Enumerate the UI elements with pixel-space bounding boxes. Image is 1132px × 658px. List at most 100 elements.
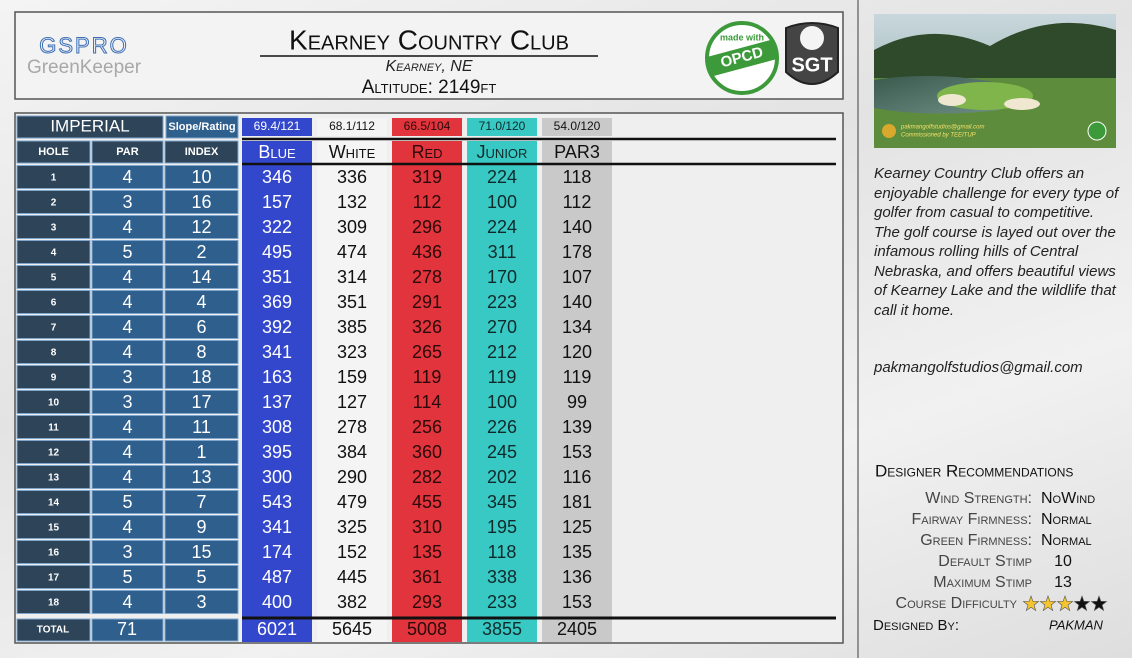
cell bbox=[164, 490, 239, 514]
rec-value: Normal bbox=[1041, 532, 1092, 549]
yardage: 474 bbox=[337, 242, 367, 262]
yardage: 361 bbox=[412, 567, 442, 587]
yardage: 265 bbox=[412, 342, 442, 362]
cell-value: 4 bbox=[122, 592, 132, 612]
opcd-badge-top: made with bbox=[720, 32, 764, 42]
cell bbox=[16, 540, 91, 564]
yardage: 174 bbox=[262, 542, 292, 562]
cell bbox=[16, 190, 91, 214]
header-cell bbox=[165, 115, 239, 139]
yardage: 114 bbox=[413, 392, 442, 412]
cell bbox=[16, 315, 91, 339]
tee-name: Blue bbox=[258, 142, 296, 162]
cell-value: 6 bbox=[196, 317, 206, 337]
cell-value: 2 bbox=[196, 242, 206, 262]
cell bbox=[16, 490, 91, 514]
yardage: 369 bbox=[262, 292, 292, 312]
yardage: 134 bbox=[562, 317, 592, 337]
hole-number: 14 bbox=[48, 498, 60, 509]
hole-number: 12 bbox=[48, 448, 60, 459]
yardage: 224 bbox=[487, 217, 517, 237]
yardage: 323 bbox=[337, 342, 367, 362]
tee-rating: 54.0/120 bbox=[554, 119, 601, 133]
cell bbox=[164, 540, 239, 564]
photo-caption: pakmangolfstudios@gmail.com bbox=[900, 125, 984, 131]
tee-column bbox=[242, 141, 312, 642]
yardage: 351 bbox=[262, 267, 292, 287]
cell bbox=[164, 240, 239, 264]
cell bbox=[16, 390, 91, 414]
cell-value: 18 bbox=[191, 367, 211, 387]
yardage: 270 bbox=[487, 317, 517, 337]
difficulty-star bbox=[1056, 595, 1074, 612]
cell bbox=[91, 215, 164, 239]
cell bbox=[16, 415, 91, 439]
yardage: 107 bbox=[562, 267, 592, 287]
location: Kearney, NE bbox=[385, 58, 472, 75]
tee-total: 6021 bbox=[257, 619, 297, 639]
cell bbox=[164, 515, 239, 539]
yardage: 127 bbox=[337, 392, 367, 412]
cell bbox=[16, 618, 91, 642]
yardage: 139 bbox=[562, 417, 592, 437]
hole-number: 9 bbox=[51, 373, 57, 384]
cell-value: 4 bbox=[122, 467, 132, 487]
hole-number: 4 bbox=[51, 248, 57, 259]
cell bbox=[16, 465, 91, 489]
cell-value: 8 bbox=[196, 342, 206, 362]
yardage: 223 bbox=[487, 292, 517, 312]
sgt-badge bbox=[785, 22, 839, 85]
cell bbox=[16, 290, 91, 314]
rec-label: Maximum Stimp bbox=[933, 574, 1032, 591]
yardage: 112 bbox=[413, 192, 442, 212]
cell bbox=[164, 215, 239, 239]
yardage: 290 bbox=[337, 467, 367, 487]
cell-value: 11 bbox=[192, 417, 211, 437]
cell bbox=[164, 290, 239, 314]
cell bbox=[91, 515, 164, 539]
yardage: 336 bbox=[337, 167, 367, 187]
tee-total: 3855 bbox=[482, 619, 522, 639]
designer-label: Designed By: bbox=[873, 617, 959, 634]
yardage: 278 bbox=[412, 267, 442, 287]
yardage: 157 bbox=[262, 192, 292, 212]
yardage: 233 bbox=[487, 592, 517, 612]
yardage: 140 bbox=[562, 217, 592, 237]
yardage: 293 bbox=[412, 592, 442, 612]
cell bbox=[91, 340, 164, 364]
cell bbox=[164, 590, 239, 614]
column-header: PAR bbox=[116, 146, 138, 158]
yardage: 319 bbox=[412, 167, 442, 187]
rec-value: 13 bbox=[1054, 574, 1072, 591]
cell bbox=[164, 618, 239, 642]
yardage: 152 bbox=[337, 542, 367, 562]
yardage: 99 bbox=[567, 392, 587, 412]
yardage: 159 bbox=[337, 367, 367, 387]
cell-value: 13 bbox=[191, 467, 211, 487]
cell bbox=[91, 415, 164, 439]
unit-label: IMPERIAL bbox=[50, 116, 129, 135]
cell bbox=[91, 315, 164, 339]
cell bbox=[91, 618, 164, 642]
cell-value: 4 bbox=[122, 267, 132, 287]
slope-label: Slope/Rating bbox=[168, 121, 235, 133]
yardage: 311 bbox=[488, 242, 517, 262]
cell bbox=[16, 340, 91, 364]
yardage: 245 bbox=[487, 442, 517, 462]
tee-column bbox=[542, 141, 612, 642]
difficulty-star bbox=[1022, 595, 1040, 612]
hole-number: 1 bbox=[51, 173, 57, 184]
yardage: 224 bbox=[487, 167, 517, 187]
cell-value: 15 bbox=[191, 542, 211, 562]
cell-value: 4 bbox=[122, 217, 132, 237]
cell bbox=[91, 440, 164, 464]
tee-total: 5008 bbox=[407, 619, 447, 639]
cell bbox=[164, 465, 239, 489]
yardage: 296 bbox=[412, 217, 442, 237]
cell bbox=[91, 490, 164, 514]
yardage: 445 bbox=[337, 567, 367, 587]
rating-box bbox=[317, 118, 387, 136]
tee-rating: 69.4/121 bbox=[254, 119, 301, 133]
recommendations-title: Designer Recommendations bbox=[875, 461, 1073, 480]
